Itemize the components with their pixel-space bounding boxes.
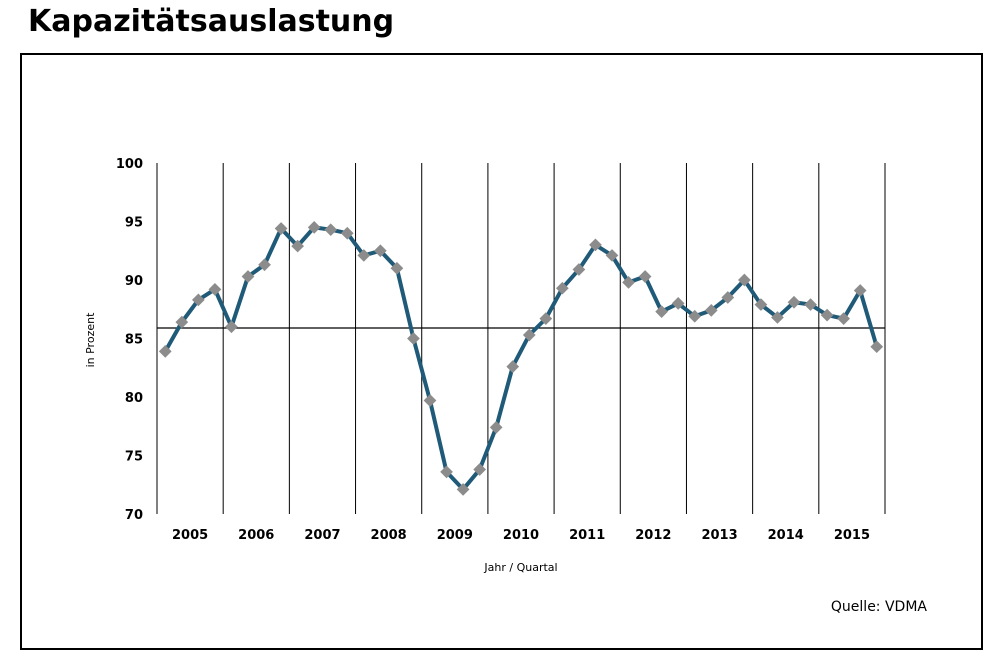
y-tick-label: 100 (116, 157, 143, 172)
data-point (175, 315, 189, 329)
x-tick-label: 2007 (304, 528, 340, 543)
data-point (340, 226, 354, 240)
data-point (158, 345, 172, 358)
source-note: Quelle: VDMA (831, 599, 928, 615)
page-title: Kapazitätsauslastung (28, 4, 395, 39)
x-tick-label: 2014 (768, 528, 804, 543)
data-point (407, 332, 420, 345)
y-axis-label: in Prozent (84, 312, 97, 367)
data-point (506, 360, 520, 373)
data-point (489, 421, 503, 434)
x-tick-label: 2012 (635, 528, 671, 543)
x-tick-label: 2009 (437, 528, 473, 543)
data-point (274, 222, 288, 235)
x-tick-label: 2006 (238, 528, 274, 543)
x-tick-label: 2005 (172, 528, 208, 543)
y-tick-label: 70 (125, 508, 143, 523)
data-point (638, 270, 652, 283)
y-tick-label: 85 (125, 333, 143, 348)
data-point (258, 258, 271, 272)
data-point (307, 220, 321, 234)
chart-frame (20, 53, 983, 650)
x-tick-label: 2011 (569, 528, 605, 543)
y-tick-label: 90 (125, 274, 143, 289)
data-point (655, 305, 669, 318)
data-point (324, 223, 338, 237)
x-axis-label: Jahr / Quartal (483, 561, 557, 574)
data-point (191, 293, 205, 307)
data-point (225, 320, 238, 334)
y-tick-label: 75 (125, 450, 143, 465)
data-point (390, 261, 404, 275)
data-point (456, 483, 470, 496)
data-point (473, 463, 487, 476)
y-tick-label: 80 (125, 391, 143, 406)
data-line (163, 225, 879, 492)
data-point (241, 270, 255, 283)
data-point (440, 465, 453, 479)
x-tick-label: 2013 (701, 528, 737, 543)
data-point (870, 340, 884, 354)
y-tick-label: 95 (125, 216, 143, 231)
data-point (208, 282, 222, 296)
data-point (373, 244, 387, 258)
data-point (357, 249, 371, 262)
data-point (423, 394, 437, 407)
x-tick-label: 2010 (503, 528, 539, 543)
x-tick-label: 2015 (834, 528, 870, 543)
x-tick-label: 2008 (371, 528, 407, 543)
data-point (291, 239, 305, 253)
